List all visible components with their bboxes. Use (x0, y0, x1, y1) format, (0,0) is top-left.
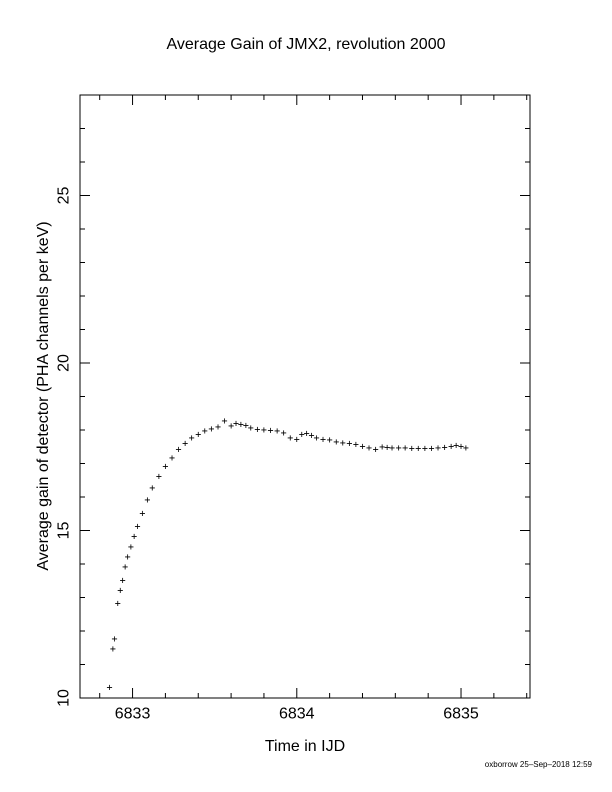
x-tick-label: 6833 (115, 706, 151, 723)
data-point: + (294, 435, 300, 446)
data-point: + (144, 495, 150, 506)
data-point: + (117, 585, 123, 596)
data-point: + (195, 430, 201, 441)
data-point: + (309, 431, 315, 442)
data-point: + (125, 552, 131, 563)
data-point: + (359, 441, 365, 452)
y-tick-label: 25 (56, 187, 73, 205)
data-point: + (299, 430, 305, 441)
data-point: + (248, 423, 254, 434)
data-point: + (182, 439, 188, 450)
data-point: + (458, 441, 464, 452)
data-point: + (304, 429, 310, 440)
data-point: + (320, 435, 326, 446)
plot-frame (79, 94, 531, 699)
data-point: + (448, 441, 454, 452)
data-point: + (243, 420, 249, 431)
data-point: + (366, 443, 372, 454)
data-point: + (409, 443, 415, 454)
data-point: + (110, 644, 116, 655)
data-point: + (274, 426, 280, 437)
data-point: + (453, 441, 459, 452)
data-point: + (189, 433, 195, 444)
data-point: + (346, 439, 352, 450)
footer-note: oxborrow 25–Sep–2018 12:59 (484, 760, 592, 769)
data-point: + (233, 418, 239, 429)
data-point: + (415, 444, 421, 455)
axis-ticks: 10 15 20 25 6833 6834 6835 (56, 94, 530, 723)
data-point: + (435, 443, 441, 454)
data-point: + (131, 532, 137, 543)
data-point: + (120, 575, 126, 586)
data-point: + (327, 435, 333, 446)
x-tick-label: 6835 (443, 706, 479, 723)
data-point: + (169, 453, 175, 464)
data-point: + (389, 443, 395, 454)
data-point: + (202, 426, 208, 437)
data-point: + (128, 542, 134, 553)
data-point: + (396, 443, 402, 454)
data-point: + (254, 425, 260, 436)
data-point: + (428, 443, 434, 454)
data-point: + (208, 424, 214, 435)
data-point: + (463, 443, 469, 454)
data-point: + (139, 508, 145, 519)
data-point: + (402, 443, 408, 454)
data-point: + (238, 419, 244, 430)
data-point: + (149, 483, 155, 494)
data-point: + (267, 426, 273, 437)
x-tick-label: 6834 (279, 706, 315, 723)
data-point: + (215, 422, 221, 433)
data-point: + (442, 443, 448, 454)
data-point: + (281, 428, 287, 439)
data-point: + (156, 471, 162, 482)
data-point: + (261, 425, 267, 436)
y-tick-label: 10 (56, 689, 73, 707)
data-points: ++++++++++++++++++++ + + + ++ +++++ + + + + + + ++++… (107, 416, 469, 693)
data-point: + (422, 444, 428, 455)
data-point: + (228, 421, 234, 432)
data-point: + (353, 440, 359, 451)
data-point: + (384, 442, 390, 453)
data-point: + (287, 433, 293, 444)
chart-title: Average Gain of JMX2, revolution 2000 (166, 36, 446, 53)
data-point: + (134, 522, 140, 533)
x-axis-label: Time in IJD (264, 738, 346, 755)
data-point: + (176, 445, 182, 456)
data-point: + (107, 682, 113, 693)
data-point: + (313, 433, 319, 444)
data-point: + (122, 562, 128, 573)
data-point: + (333, 437, 339, 448)
data-point: + (115, 599, 121, 610)
data-point: + (222, 416, 228, 427)
data-point: + (373, 445, 379, 456)
y-tick-label: 20 (56, 354, 73, 372)
data-point: + (162, 461, 168, 472)
y-tick-label: 15 (56, 522, 73, 540)
data-point: + (379, 442, 385, 453)
data-point: + (111, 634, 117, 645)
data-point: + (340, 438, 346, 449)
